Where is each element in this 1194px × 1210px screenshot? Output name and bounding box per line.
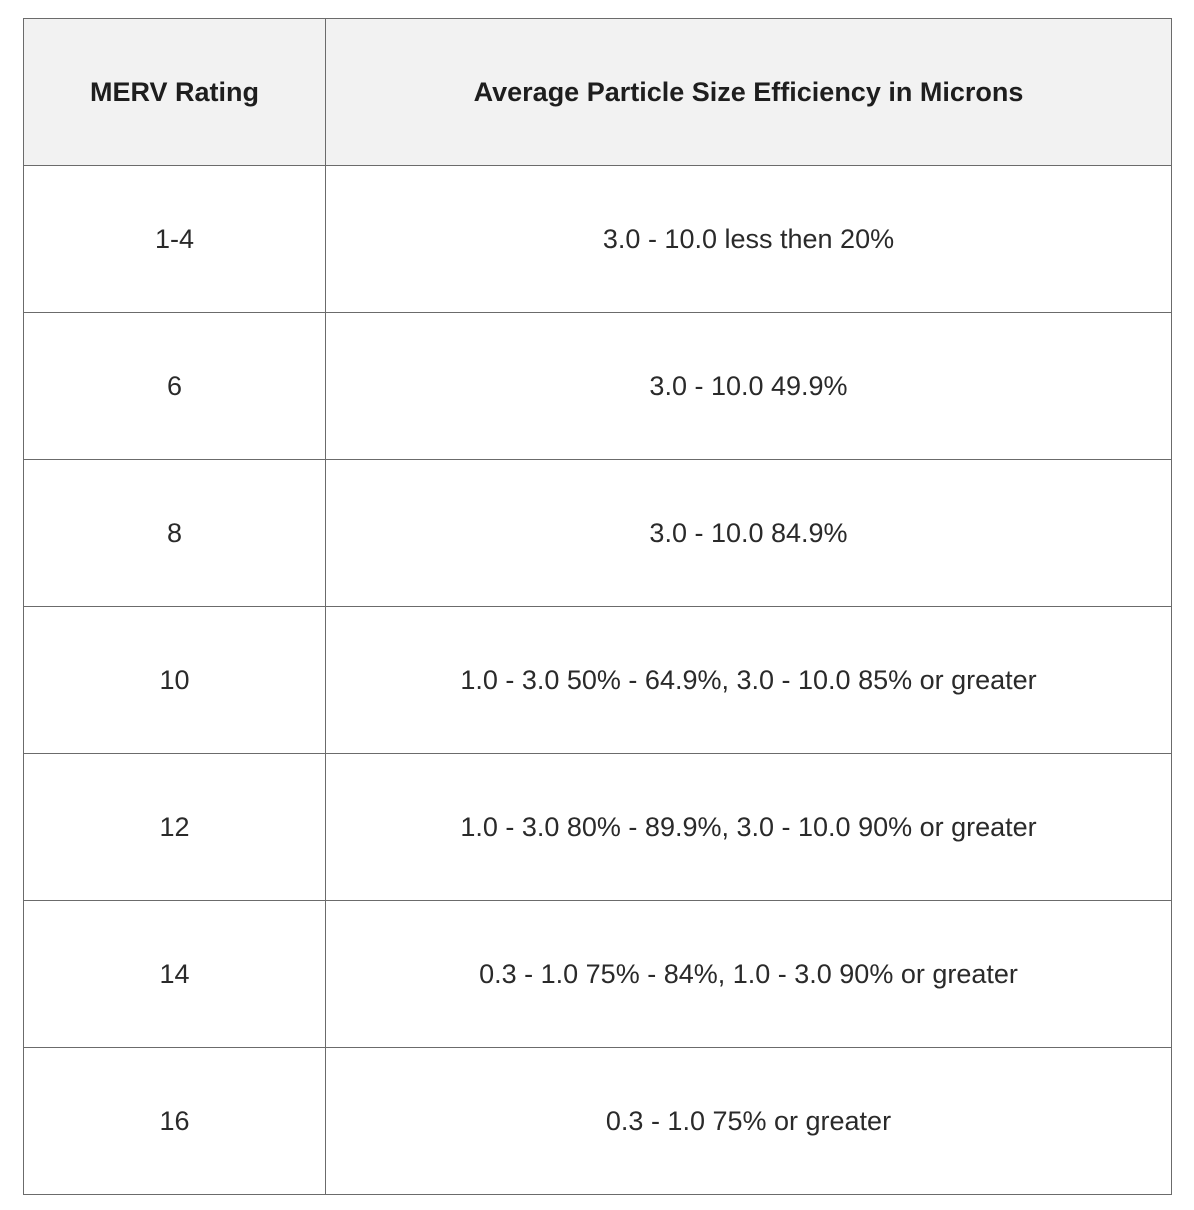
efficiency-cell: 1.0 - 3.0 50% - 64.9%, 3.0 - 10.0 85% or… [325,606,1172,754]
header-particle-efficiency: Average Particle Size Efficiency in Micr… [325,18,1172,166]
table-row: 12 1.0 - 3.0 80% - 89.9%, 3.0 - 10.0 90%… [23,753,1172,901]
table-row: 10 1.0 - 3.0 50% - 64.9%, 3.0 - 10.0 85%… [23,606,1172,754]
merv-rating-cell: 6 [23,312,326,460]
merv-rating-cell: 12 [23,753,326,901]
table-row: 16 0.3 - 1.0 75% or greater [23,1047,1172,1195]
table-header: MERV Rating Average Particle Size Effici… [23,18,1172,166]
merv-rating-cell: 10 [23,606,326,754]
efficiency-cell: 0.3 - 1.0 75% or greater [325,1047,1172,1195]
table-body: 1-4 3.0 - 10.0 less then 20% 6 3.0 - 10.… [23,165,1172,1195]
merv-rating-cell: 8 [23,459,326,607]
header-row: MERV Rating Average Particle Size Effici… [23,18,1172,166]
merv-rating-table: MERV Rating Average Particle Size Effici… [23,18,1172,1195]
efficiency-cell: 1.0 - 3.0 80% - 89.9%, 3.0 - 10.0 90% or… [325,753,1172,901]
table-row: 14 0.3 - 1.0 75% - 84%, 1.0 - 3.0 90% or… [23,900,1172,1048]
table-row: 6 3.0 - 10.0 49.9% [23,312,1172,460]
table-row: 1-4 3.0 - 10.0 less then 20% [23,165,1172,313]
efficiency-cell: 3.0 - 10.0 49.9% [325,312,1172,460]
efficiency-cell: 3.0 - 10.0 less then 20% [325,165,1172,313]
merv-rating-cell: 16 [23,1047,326,1195]
efficiency-cell: 3.0 - 10.0 84.9% [325,459,1172,607]
header-merv-rating: MERV Rating [23,18,326,166]
merv-rating-cell: 14 [23,900,326,1048]
efficiency-cell: 0.3 - 1.0 75% - 84%, 1.0 - 3.0 90% or gr… [325,900,1172,1048]
table-row: 8 3.0 - 10.0 84.9% [23,459,1172,607]
merv-rating-cell: 1-4 [23,165,326,313]
